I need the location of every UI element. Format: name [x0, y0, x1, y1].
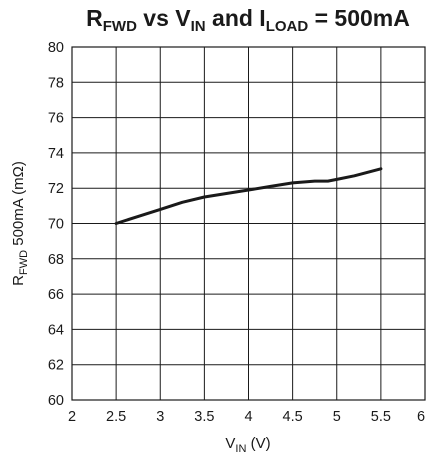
y-tick-label: 66 — [48, 287, 64, 303]
x-tick-labels: 2 2.5 3 3.5 4 4.5 5 5.5 6 — [68, 409, 425, 425]
y-tick-label: 80 — [48, 40, 64, 56]
y-tick-label: 72 — [48, 181, 64, 197]
x-tick-label: 3 — [156, 409, 164, 425]
plot-frame — [71, 46, 426, 401]
x-tick-label: 5.5 — [371, 409, 391, 425]
y-tick-label: 78 — [48, 75, 64, 91]
x-tick-label: 4 — [244, 409, 252, 425]
series-line-rfwd — [114, 167, 383, 225]
x-tick-label: 4.5 — [283, 409, 303, 425]
y-axis-label: RFWD 500mA (mΩ) — [10, 161, 30, 286]
x-tick-label: 2 — [68, 409, 76, 425]
y-tick-labels: 60 62 64 66 68 70 72 74 76 78 80 — [48, 40, 64, 409]
x-tick-label: 3.5 — [194, 409, 214, 425]
x-tick-label: 6 — [417, 409, 425, 425]
x-tick-label: 5 — [333, 409, 341, 425]
y-tick-label: 60 — [48, 393, 64, 409]
x-axis-label: VIN (V) — [225, 435, 270, 455]
chart-title: RFWD vs VIN and ILOAD = 500mA — [86, 5, 410, 35]
grid-layer — [71, 46, 426, 401]
y-tick-label: 74 — [48, 146, 64, 162]
x-tick-label: 2.5 — [106, 409, 126, 425]
y-tick-label: 68 — [48, 252, 64, 268]
y-tick-label: 64 — [48, 322, 64, 338]
y-tick-label: 62 — [48, 358, 64, 374]
y-tick-label: 70 — [48, 217, 64, 233]
y-tick-label: 76 — [48, 111, 64, 127]
